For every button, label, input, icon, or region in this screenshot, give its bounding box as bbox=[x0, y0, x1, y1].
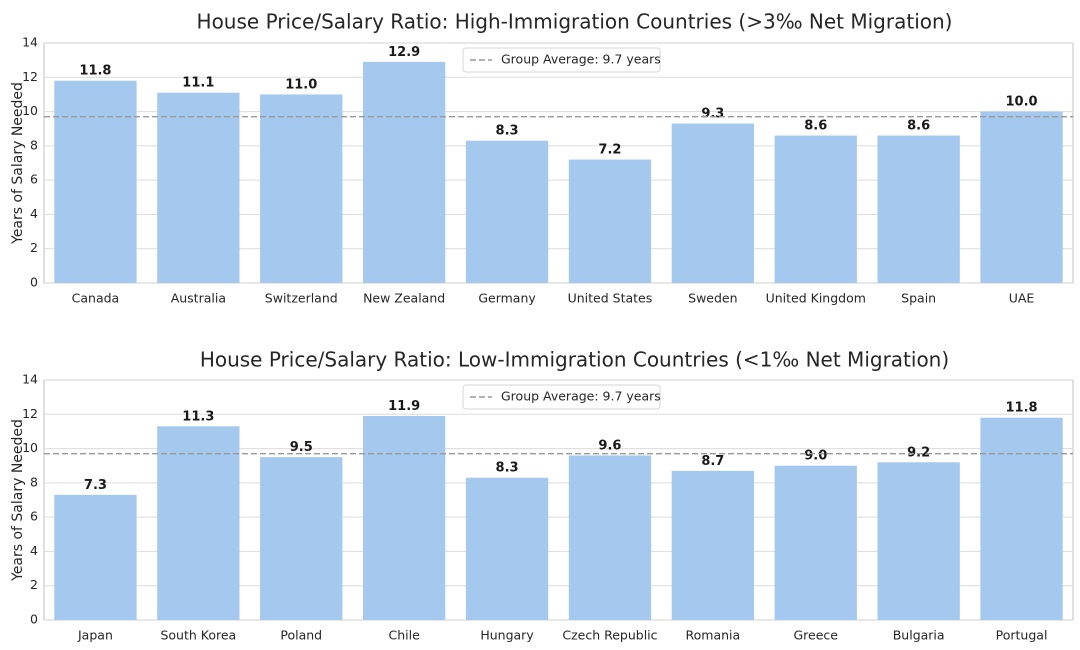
value-label-poland: 9.5 bbox=[290, 440, 313, 455]
x-tick-label-germany: Germany bbox=[478, 291, 536, 306]
value-label-uae: 10.0 bbox=[1006, 95, 1038, 110]
x-tick-label-bulgaria: Bulgaria bbox=[893, 628, 945, 643]
bar-hungary bbox=[465, 477, 549, 620]
y-tick-label: 2 bbox=[30, 240, 38, 255]
bar-japan bbox=[54, 494, 137, 620]
x-tick-label-japan: Japan bbox=[77, 628, 113, 643]
value-label-bulgaria: 9.2 bbox=[907, 445, 930, 460]
x-tick-label-uae: UAE bbox=[1009, 291, 1035, 306]
x-tick-label-united-kingdom: United Kingdom bbox=[766, 291, 866, 306]
x-tick-label-portugal: Portugal bbox=[996, 628, 1048, 643]
value-label-new-zealand: 12.9 bbox=[388, 45, 420, 60]
y-tick-label: 4 bbox=[30, 543, 38, 558]
x-tick-label-south-korea: South Korea bbox=[160, 628, 236, 643]
value-label-japan: 7.3 bbox=[84, 478, 107, 493]
chart-panel-2: House Price/Salary Ratio: Low-Immigratio… bbox=[10, 348, 1074, 643]
legend-label: Group Average: 9.7 years bbox=[501, 52, 661, 67]
value-label-australia: 11.1 bbox=[182, 76, 214, 91]
y-tick-label: 6 bbox=[30, 172, 38, 187]
y-tick-label: 14 bbox=[22, 35, 38, 50]
value-label-romania: 8.7 bbox=[701, 454, 724, 469]
x-tick-label-switzerland: Switzerland bbox=[265, 291, 338, 306]
value-label-chile: 11.9 bbox=[388, 399, 420, 414]
x-tick-label-sweden: Sweden bbox=[688, 291, 737, 306]
bar-south-korea bbox=[157, 426, 240, 620]
x-tick-label-new-zealand: New Zealand bbox=[363, 291, 445, 306]
y-tick-label: 6 bbox=[30, 509, 38, 524]
y-tick-label: 10 bbox=[22, 440, 38, 455]
bar-united-kingdom bbox=[774, 135, 857, 283]
bar-czech-republic bbox=[568, 455, 652, 620]
y-tick-label: 0 bbox=[30, 275, 38, 290]
bar-switzerland bbox=[260, 94, 343, 283]
y-tick-label: 0 bbox=[30, 612, 38, 627]
value-label-spain: 8.6 bbox=[907, 119, 930, 134]
y-tick-label: 14 bbox=[22, 372, 38, 387]
y-tick-label: 12 bbox=[22, 406, 38, 421]
legend: Group Average: 9.7 years bbox=[462, 384, 661, 410]
value-label-portugal: 11.8 bbox=[1006, 401, 1038, 416]
bar-bulgaria bbox=[877, 462, 960, 620]
value-label-switzerland: 11.0 bbox=[285, 77, 317, 92]
x-tick-label-poland: Poland bbox=[280, 628, 322, 643]
bar-united-states bbox=[568, 159, 652, 283]
value-label-hungary: 8.3 bbox=[496, 461, 519, 476]
y-tick-label: 12 bbox=[22, 69, 38, 84]
value-label-czech-republic: 9.6 bbox=[598, 438, 621, 453]
bar-sweden bbox=[671, 123, 755, 283]
x-tick-label-greece: Greece bbox=[794, 628, 839, 643]
bar-spain bbox=[877, 135, 960, 283]
bar-canada bbox=[54, 80, 137, 283]
x-tick-label-spain: Spain bbox=[901, 291, 936, 306]
value-label-germany: 8.3 bbox=[496, 124, 519, 139]
bar-australia bbox=[157, 92, 240, 283]
bar-romania bbox=[671, 470, 755, 620]
value-label-united-states: 7.2 bbox=[598, 143, 621, 158]
legend-label: Group Average: 9.7 years bbox=[501, 389, 661, 404]
value-label-united-kingdom: 8.6 bbox=[804, 119, 827, 134]
bar-new-zealand bbox=[362, 61, 446, 283]
bar-poland bbox=[260, 457, 343, 620]
bar-portugal bbox=[980, 417, 1063, 620]
legend-box bbox=[462, 384, 661, 410]
x-tick-label-romania: Romania bbox=[686, 628, 741, 643]
legend: Group Average: 9.7 years bbox=[462, 47, 661, 73]
chart-title: House Price/Salary Ratio: High-Immigrati… bbox=[197, 10, 953, 34]
y-tick-label: 10 bbox=[22, 103, 38, 118]
chart-panel-1: House Price/Salary Ratio: High-Immigrati… bbox=[10, 10, 1074, 306]
y-tick-label: 8 bbox=[30, 137, 38, 152]
bar-uae bbox=[980, 111, 1063, 283]
chart-title: House Price/Salary Ratio: Low-Immigratio… bbox=[200, 348, 949, 372]
y-tick-label: 4 bbox=[30, 206, 38, 221]
y-axis-label: Years of Salary Needed bbox=[10, 82, 26, 245]
x-tick-label-australia: Australia bbox=[171, 291, 226, 306]
y-tick-label: 8 bbox=[30, 474, 38, 489]
x-tick-label-canada: Canada bbox=[72, 291, 120, 306]
bar-germany bbox=[465, 140, 549, 283]
y-tick-label: 2 bbox=[30, 577, 38, 592]
bar-greece bbox=[774, 465, 857, 620]
value-label-greece: 9.0 bbox=[804, 449, 827, 464]
x-tick-label-czech-republic: Czech Republic bbox=[562, 628, 657, 643]
bar-chile bbox=[362, 416, 446, 620]
legend-box bbox=[462, 47, 661, 73]
x-tick-label-united-states: United States bbox=[568, 291, 653, 306]
x-tick-label-hungary: Hungary bbox=[480, 628, 534, 643]
y-axis-label: Years of Salary Needed bbox=[10, 419, 26, 582]
value-label-south-korea: 11.3 bbox=[182, 409, 214, 424]
value-label-sweden: 9.3 bbox=[701, 107, 724, 122]
x-tick-label-chile: Chile bbox=[389, 628, 421, 643]
value-label-canada: 11.8 bbox=[79, 64, 111, 79]
